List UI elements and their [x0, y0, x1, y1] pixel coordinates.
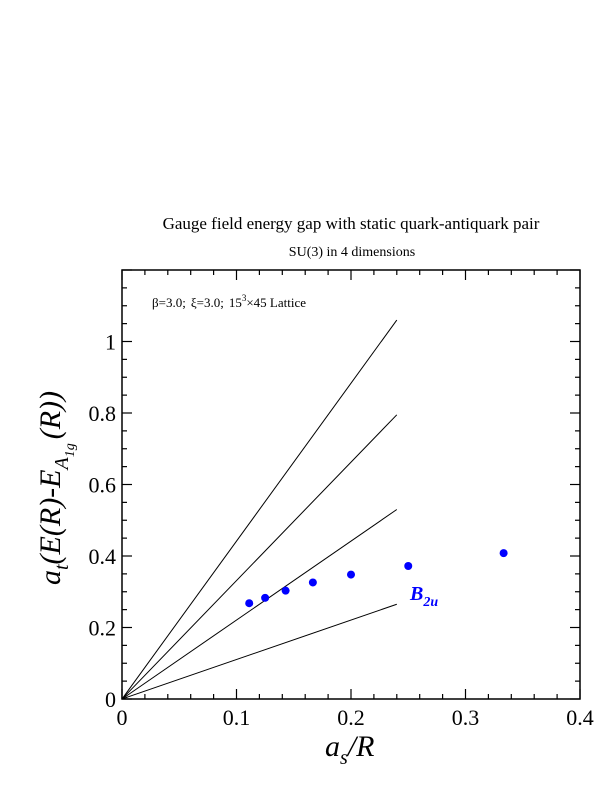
x-tick-labels: 0 0.1 0.2 0.3 0.4: [117, 705, 594, 730]
y-tick-label: 0.6: [89, 473, 117, 498]
reference-line: [121, 319, 398, 700]
y-axis-label-a: a: [34, 570, 67, 585]
data-point: [245, 599, 254, 608]
x-tick-label: 0.2: [337, 705, 365, 730]
data-point: [281, 586, 290, 595]
x-tick-label: 0.4: [566, 705, 594, 730]
reference-line: [121, 509, 398, 700]
chart-subtitle: SU(3) in 4 dimensions: [289, 245, 415, 260]
y-tick-labels: 0 0.2 0.4 0.6 0.8 1: [89, 330, 117, 713]
series-label-main: B: [409, 583, 423, 605]
x-axis-label-a: a: [325, 730, 340, 763]
x-tick-label: 0.3: [452, 705, 480, 730]
data-point: [404, 562, 413, 571]
y-tick-label: 0: [105, 687, 116, 712]
lattice-size-base: 15: [229, 295, 242, 310]
tick-marks: [121, 269, 581, 700]
y-axis-label-mid: (E(R)-E: [34, 470, 67, 565]
reference-line: [121, 603, 397, 700]
series-label-sub: 2u: [422, 595, 438, 610]
y-axis-label: at(E(R)-EA1g (R)): [34, 391, 78, 585]
x-tick-label: 0.1: [223, 705, 251, 730]
plot-frame: [121, 269, 581, 700]
data-point: [347, 570, 355, 579]
data-point: [499, 549, 508, 558]
y-tick-label: 1: [105, 330, 116, 355]
series-label-b2u: B2u: [409, 583, 438, 610]
y-axis-label-end: (R)): [34, 391, 67, 439]
chart-title: Gauge field energy gap with static quark…: [163, 214, 540, 233]
y-axis-label-A: A: [51, 457, 73, 472]
x-axis-label: as/R: [325, 730, 374, 769]
y-axis-label-sub: 1g: [63, 443, 78, 457]
x-axis-label-rest: /R: [346, 730, 375, 763]
reference-line: [121, 414, 398, 700]
data-points: [245, 549, 508, 608]
y-tick-label: 0.2: [89, 616, 117, 641]
x-tick-label: 0: [117, 705, 128, 730]
beta-value: β=3.0;: [152, 295, 186, 310]
xi-value: ξ=3.0;: [191, 295, 224, 310]
y-tick-label: 0.8: [89, 401, 117, 426]
y-axis-label-t: t: [51, 564, 73, 570]
data-point: [261, 593, 270, 602]
lattice-size-rest: ×45 Lattice: [246, 295, 306, 310]
data-point: [308, 578, 317, 587]
x-axis-label-sub: s: [340, 747, 348, 769]
lattice-annotation: β=3.0; ξ=3.0; 153×45 Lattice: [152, 293, 306, 310]
lattice-size-exponent: 3: [242, 293, 247, 303]
y-tick-label: 0.4: [89, 544, 117, 569]
reference-lines: [121, 319, 398, 700]
